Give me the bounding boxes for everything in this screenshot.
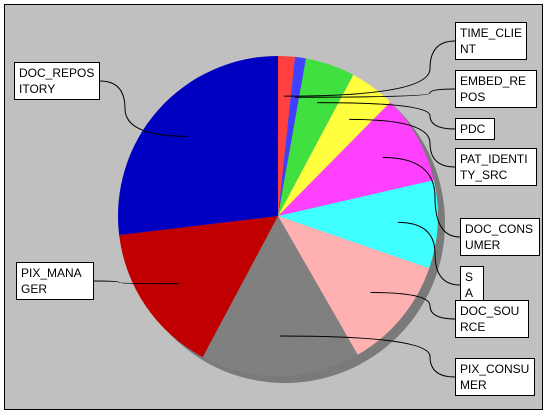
pie-slice xyxy=(278,58,354,216)
slice-label: DOC_SOURCE xyxy=(455,300,529,338)
leader-line xyxy=(93,280,179,285)
leader-line xyxy=(382,157,461,238)
leader-line xyxy=(284,40,456,97)
pie-slice xyxy=(278,74,391,216)
pie-slice xyxy=(278,102,434,216)
slice-label: PIX_CONSUMER xyxy=(455,358,535,396)
pie-slice xyxy=(278,180,438,269)
slice-label: EMBED_REPOS xyxy=(455,70,537,108)
leader-line xyxy=(317,102,456,130)
pie-slice xyxy=(278,216,430,355)
leader-line xyxy=(349,118,456,168)
leader-line xyxy=(397,221,461,286)
pie-slice xyxy=(118,56,278,236)
slice-label: DOC_CONSUMER xyxy=(460,218,540,256)
leader-line xyxy=(370,291,456,320)
slice-label: SA xyxy=(460,266,484,304)
slice-label: DOC_REPOSITORY xyxy=(14,62,100,100)
leader-line xyxy=(279,335,456,378)
leader-line xyxy=(294,88,456,98)
pie-slice xyxy=(119,216,278,358)
slice-label: PDC xyxy=(455,118,495,140)
slice-label: PIX_MANAGER xyxy=(16,262,94,300)
leader-line xyxy=(99,80,189,137)
slice-label: TIME_CLIENT xyxy=(455,22,527,60)
slice-label: PAT_IDENTITY_SRC xyxy=(455,148,537,186)
pie-slice xyxy=(278,56,307,217)
